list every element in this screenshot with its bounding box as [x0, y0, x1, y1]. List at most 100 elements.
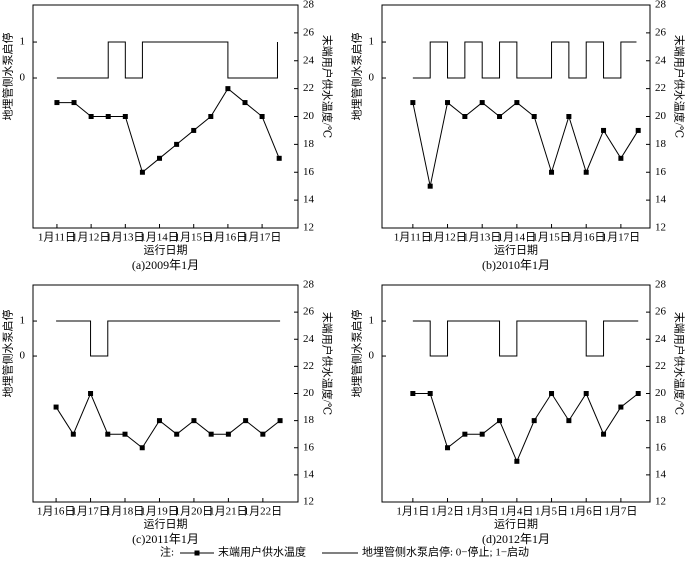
data-point	[462, 114, 468, 119]
x-tick-label: 1月11日	[394, 232, 432, 244]
y2-tick-label: 22	[655, 82, 666, 94]
y2-tick-label: 18	[303, 414, 315, 426]
x-tick-label: 1月12日	[428, 232, 467, 244]
y-tick-label: 1	[369, 315, 375, 327]
series-line	[56, 320, 281, 357]
y2-tick-label: 28	[303, 0, 315, 11]
y2-tick-label: 22	[303, 82, 314, 94]
data-point	[174, 141, 180, 147]
y2-tick-label: 24	[655, 54, 667, 66]
y2-tick-label: 14	[303, 194, 315, 206]
x-axis-label: 运行日期	[144, 518, 188, 531]
y-axis-label: 地埋管侧水泵启停	[1, 33, 15, 121]
data-point	[225, 431, 231, 437]
y2-axis-label: 末端用户供水温度/℃	[672, 312, 686, 415]
data-point	[566, 418, 572, 424]
chart-title: (c)2011年1月	[132, 532, 199, 546]
data-point	[88, 391, 94, 396]
y-axis-label: 地埋管侧水泵启停	[350, 33, 364, 121]
y2-tick-label: 28	[303, 279, 315, 291]
y-axis-label: 地埋管侧水泵启停	[350, 310, 364, 398]
data-point	[514, 458, 520, 464]
data-point	[531, 418, 537, 424]
y2-tick-label: 18	[303, 138, 315, 150]
y-tick-label: 1	[20, 315, 26, 327]
data-point	[105, 431, 111, 437]
x-tick-label: 1月17日	[602, 232, 641, 244]
x-tick-label: 1月17日	[71, 506, 110, 518]
y2-tick-label: 20	[655, 387, 667, 399]
y2-tick-label: 16	[303, 166, 315, 178]
series-line	[56, 87, 280, 174]
y2-tick-label: 26	[655, 26, 667, 38]
y2-tick-label: 28	[655, 0, 667, 11]
y-tick-label: 0	[20, 72, 26, 84]
data-point	[71, 100, 77, 106]
x-tick-label: 1月13日	[463, 232, 502, 244]
y2-tick-label: 24	[655, 333, 667, 345]
series-line	[56, 41, 278, 79]
x-tick-label: 1月14日	[140, 232, 179, 244]
data-point	[53, 404, 59, 410]
data-point	[601, 431, 607, 437]
x-tick-label: 1月16日	[37, 506, 76, 518]
data-point	[191, 127, 197, 133]
data-point	[191, 418, 197, 424]
plot-frame	[32, 284, 299, 503]
y2-tick-label: 28	[655, 279, 667, 291]
data-point	[601, 127, 607, 133]
series-line	[412, 101, 639, 187]
y-tick-label: 1	[369, 36, 375, 48]
y2-tick-label: 24	[303, 54, 315, 66]
y-tick-label: 0	[369, 350, 375, 362]
x-tick-label: 1月6日	[570, 506, 603, 518]
y2-tick-label: 26	[655, 306, 667, 318]
chart-title: (a)2009年1月	[132, 258, 199, 272]
y2-tick-label: 18	[655, 138, 667, 150]
x-tick-label: 1月7日	[604, 506, 637, 518]
y-tick-label: 0	[369, 72, 375, 84]
data-point	[635, 127, 641, 133]
x-tick-label: 1月13日	[106, 232, 145, 244]
plot-frame	[32, 4, 299, 229]
x-tick-label: 1月2日	[431, 506, 464, 518]
y2-tick-label: 12	[655, 496, 666, 508]
x-tick-label: 1月14日	[498, 232, 537, 244]
y-axis-label: 地埋管侧水泵启停	[1, 310, 15, 398]
data-point	[208, 114, 214, 119]
series-line	[412, 41, 637, 79]
data-point	[259, 114, 265, 119]
x-tick-label: 1月11日	[38, 232, 76, 244]
legend-label: 末端用户供水温度	[218, 545, 306, 559]
data-point	[156, 418, 162, 424]
x-tick-label: 1月16日	[209, 232, 248, 244]
x-tick-label: 1月17日	[243, 232, 282, 244]
x-tick-label: 1月18日	[106, 506, 145, 518]
data-point	[479, 100, 485, 106]
x-tick-label: 1月15日	[174, 232, 213, 244]
x-tick-label: 1月21日	[209, 506, 248, 518]
x-tick-label: 1月3日	[466, 506, 499, 518]
data-point	[242, 100, 248, 106]
data-point	[618, 404, 624, 410]
legend-note: 注:	[160, 545, 174, 559]
x-tick-label: 1月15日	[532, 232, 571, 244]
data-point	[497, 418, 503, 424]
data-point	[549, 391, 555, 396]
x-axis-label: 运行日期	[494, 518, 538, 531]
y2-tick-label: 20	[655, 110, 667, 122]
data-point	[427, 183, 433, 189]
x-tick-label: 1月1日	[396, 506, 429, 518]
plot-frame	[381, 4, 651, 229]
y2-axis-label: 末端用户供水温度/℃	[320, 35, 334, 138]
y-tick-label: 1	[20, 36, 26, 48]
data-point	[157, 155, 163, 161]
x-axis-label: 运行日期	[144, 244, 188, 257]
data-point	[54, 100, 60, 106]
data-point	[479, 431, 485, 437]
data-point	[243, 418, 249, 424]
data-point	[122, 431, 128, 437]
y2-tick-label: 16	[655, 166, 667, 178]
data-point	[122, 114, 128, 119]
data-point	[635, 391, 641, 396]
